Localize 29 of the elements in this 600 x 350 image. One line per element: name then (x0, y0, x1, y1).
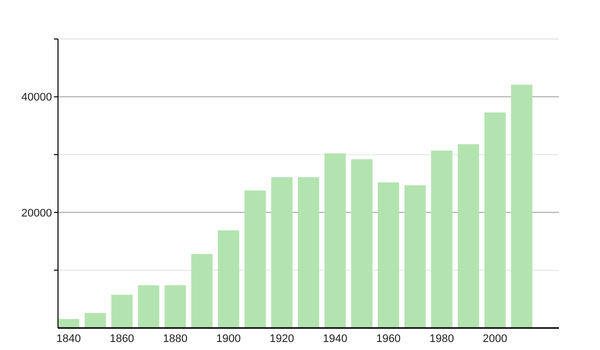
x-tick-label: 1840 (56, 333, 81, 345)
bar (404, 185, 426, 328)
bar (164, 285, 186, 328)
bar (351, 159, 372, 328)
bar (58, 319, 80, 328)
y-tick-label: 20000 (21, 207, 52, 220)
bar (484, 112, 506, 328)
x-tick-label: 1920 (270, 333, 294, 345)
x-tick-label: 1940 (322, 333, 348, 345)
bar (298, 177, 320, 328)
bar (84, 312, 106, 328)
bar (244, 190, 266, 328)
bar (324, 153, 346, 328)
x-tick-label: 1860 (110, 333, 134, 345)
x-tick-label: 1960 (376, 333, 401, 345)
x-tick-label: 2000 (482, 333, 508, 345)
bar (111, 294, 133, 328)
bar (378, 182, 400, 328)
bar (511, 84, 532, 328)
bar (218, 230, 240, 328)
bar (138, 285, 160, 328)
bar (271, 177, 293, 328)
x-tick-label: 1880 (163, 333, 188, 345)
bar (191, 254, 213, 328)
x-tick-label: 1900 (216, 333, 241, 345)
x-tick-label: 1980 (430, 333, 454, 345)
bar (458, 144, 480, 328)
bar (431, 150, 452, 328)
y-tick-label: 40000 (21, 92, 52, 104)
